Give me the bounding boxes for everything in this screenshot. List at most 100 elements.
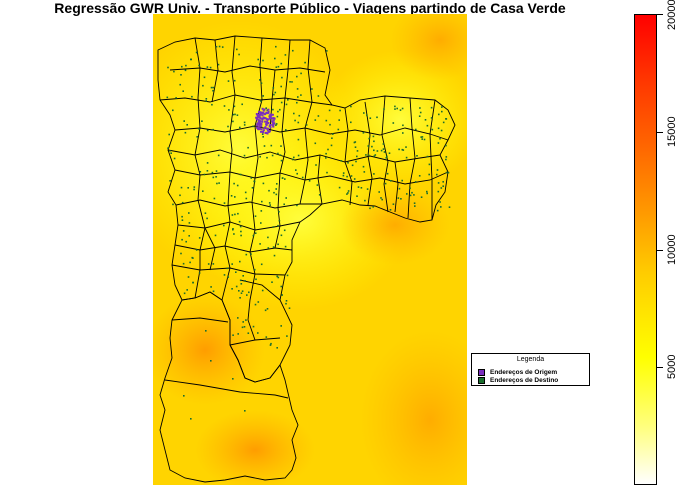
destination-point: [280, 101, 283, 104]
destination-point: [252, 234, 255, 237]
destination-point: [284, 54, 287, 56]
colorbar-tick-label: 15000: [666, 116, 678, 148]
destination-point: [261, 133, 264, 135]
destination-point: [212, 128, 214, 131]
destination-point: [346, 193, 348, 195]
destination-point: [384, 182, 387, 185]
destination-point: [234, 213, 236, 216]
destination-point: [431, 128, 434, 131]
destination-point: [281, 177, 284, 179]
destination-point: [233, 105, 236, 108]
origin-point: [267, 112, 270, 115]
destination-point: [203, 173, 206, 176]
destination-point: [418, 115, 421, 117]
destination-point: [329, 123, 331, 126]
destination-point: [396, 107, 398, 110]
destination-point: [265, 336, 268, 338]
destination-point: [210, 86, 213, 89]
destination-point: [179, 83, 181, 86]
colorbar-tick: [657, 131, 663, 133]
destination-point: [235, 285, 238, 288]
destination-point: [278, 220, 281, 222]
destination-point: [275, 66, 278, 68]
destination-point: [332, 133, 334, 135]
destination-point: [207, 263, 210, 265]
destination-point: [360, 187, 363, 189]
destination-point: [182, 230, 185, 232]
destination-point: [185, 240, 187, 243]
origin-point: [258, 116, 261, 119]
destination-point: [426, 155, 429, 158]
origin-point: [269, 117, 271, 120]
destination-point: [280, 159, 283, 162]
destination-point: [214, 234, 217, 237]
destination-point: [281, 76, 283, 79]
destination-point: [297, 138, 300, 141]
destination-point: [390, 180, 392, 182]
destination-point: [250, 253, 252, 255]
origin-point: [261, 130, 264, 133]
destination-point: [206, 129, 209, 132]
origin-point: [271, 113, 274, 116]
origin-point: [255, 113, 258, 116]
destination-point: [276, 275, 278, 278]
destination-point: [271, 154, 274, 157]
destination-point: [180, 74, 182, 76]
destination-point: [212, 89, 214, 92]
destination-point: [215, 45, 218, 48]
destination-point: [180, 252, 182, 255]
destination-point: [369, 207, 371, 210]
legend-item-destination: Endereços de Destino: [478, 376, 558, 384]
destination-point: [212, 263, 215, 265]
destination-point: [382, 143, 385, 145]
destination-point: [261, 200, 263, 203]
destination-point: [366, 114, 368, 117]
destination-point: [285, 300, 288, 302]
origin-points: [255, 107, 276, 135]
destination-point: [442, 181, 444, 183]
destination-point: [354, 141, 357, 143]
destination-point: [198, 128, 200, 130]
destination-point: [188, 222, 191, 224]
destination-point: [430, 106, 433, 109]
destination-point: [389, 209, 392, 211]
destination-point: [409, 194, 412, 197]
destination-point: [239, 297, 241, 299]
destination-point: [293, 156, 295, 159]
destination-point: [288, 307, 291, 309]
destination-point: [259, 243, 261, 245]
destination-point: [172, 203, 174, 206]
destination-point: [300, 72, 302, 75]
destination-point: [430, 117, 433, 119]
destination-point: [296, 88, 299, 90]
destination-point: [286, 335, 288, 337]
destination-point: [428, 173, 430, 176]
destination-point: [286, 274, 289, 277]
destination-point: [414, 205, 416, 207]
destination-point: [198, 272, 201, 274]
destination-point: [276, 115, 279, 118]
origin-point: [256, 116, 259, 119]
destination-point: [170, 152, 172, 154]
destination-point: [419, 111, 422, 114]
destination-point: [420, 196, 423, 198]
destination-point: [280, 62, 283, 65]
destination-point: [198, 237, 201, 239]
destination-point: [401, 107, 404, 110]
destination-point: [342, 174, 345, 177]
destination-point: [223, 274, 226, 276]
destination-point: [271, 281, 273, 283]
destination-point: [363, 112, 365, 114]
destination-point: [188, 212, 190, 214]
destination-point: [426, 124, 429, 127]
destination-point: [263, 145, 266, 147]
destination-point: [438, 113, 440, 116]
destination-point: [327, 148, 329, 151]
destination-point: [269, 344, 272, 346]
destination-point: [239, 225, 242, 228]
destination-point: [421, 138, 423, 140]
origin-point: [258, 114, 261, 117]
destination-point: [260, 210, 263, 212]
destination-point: [277, 152, 279, 155]
destination-point: [166, 96, 169, 99]
